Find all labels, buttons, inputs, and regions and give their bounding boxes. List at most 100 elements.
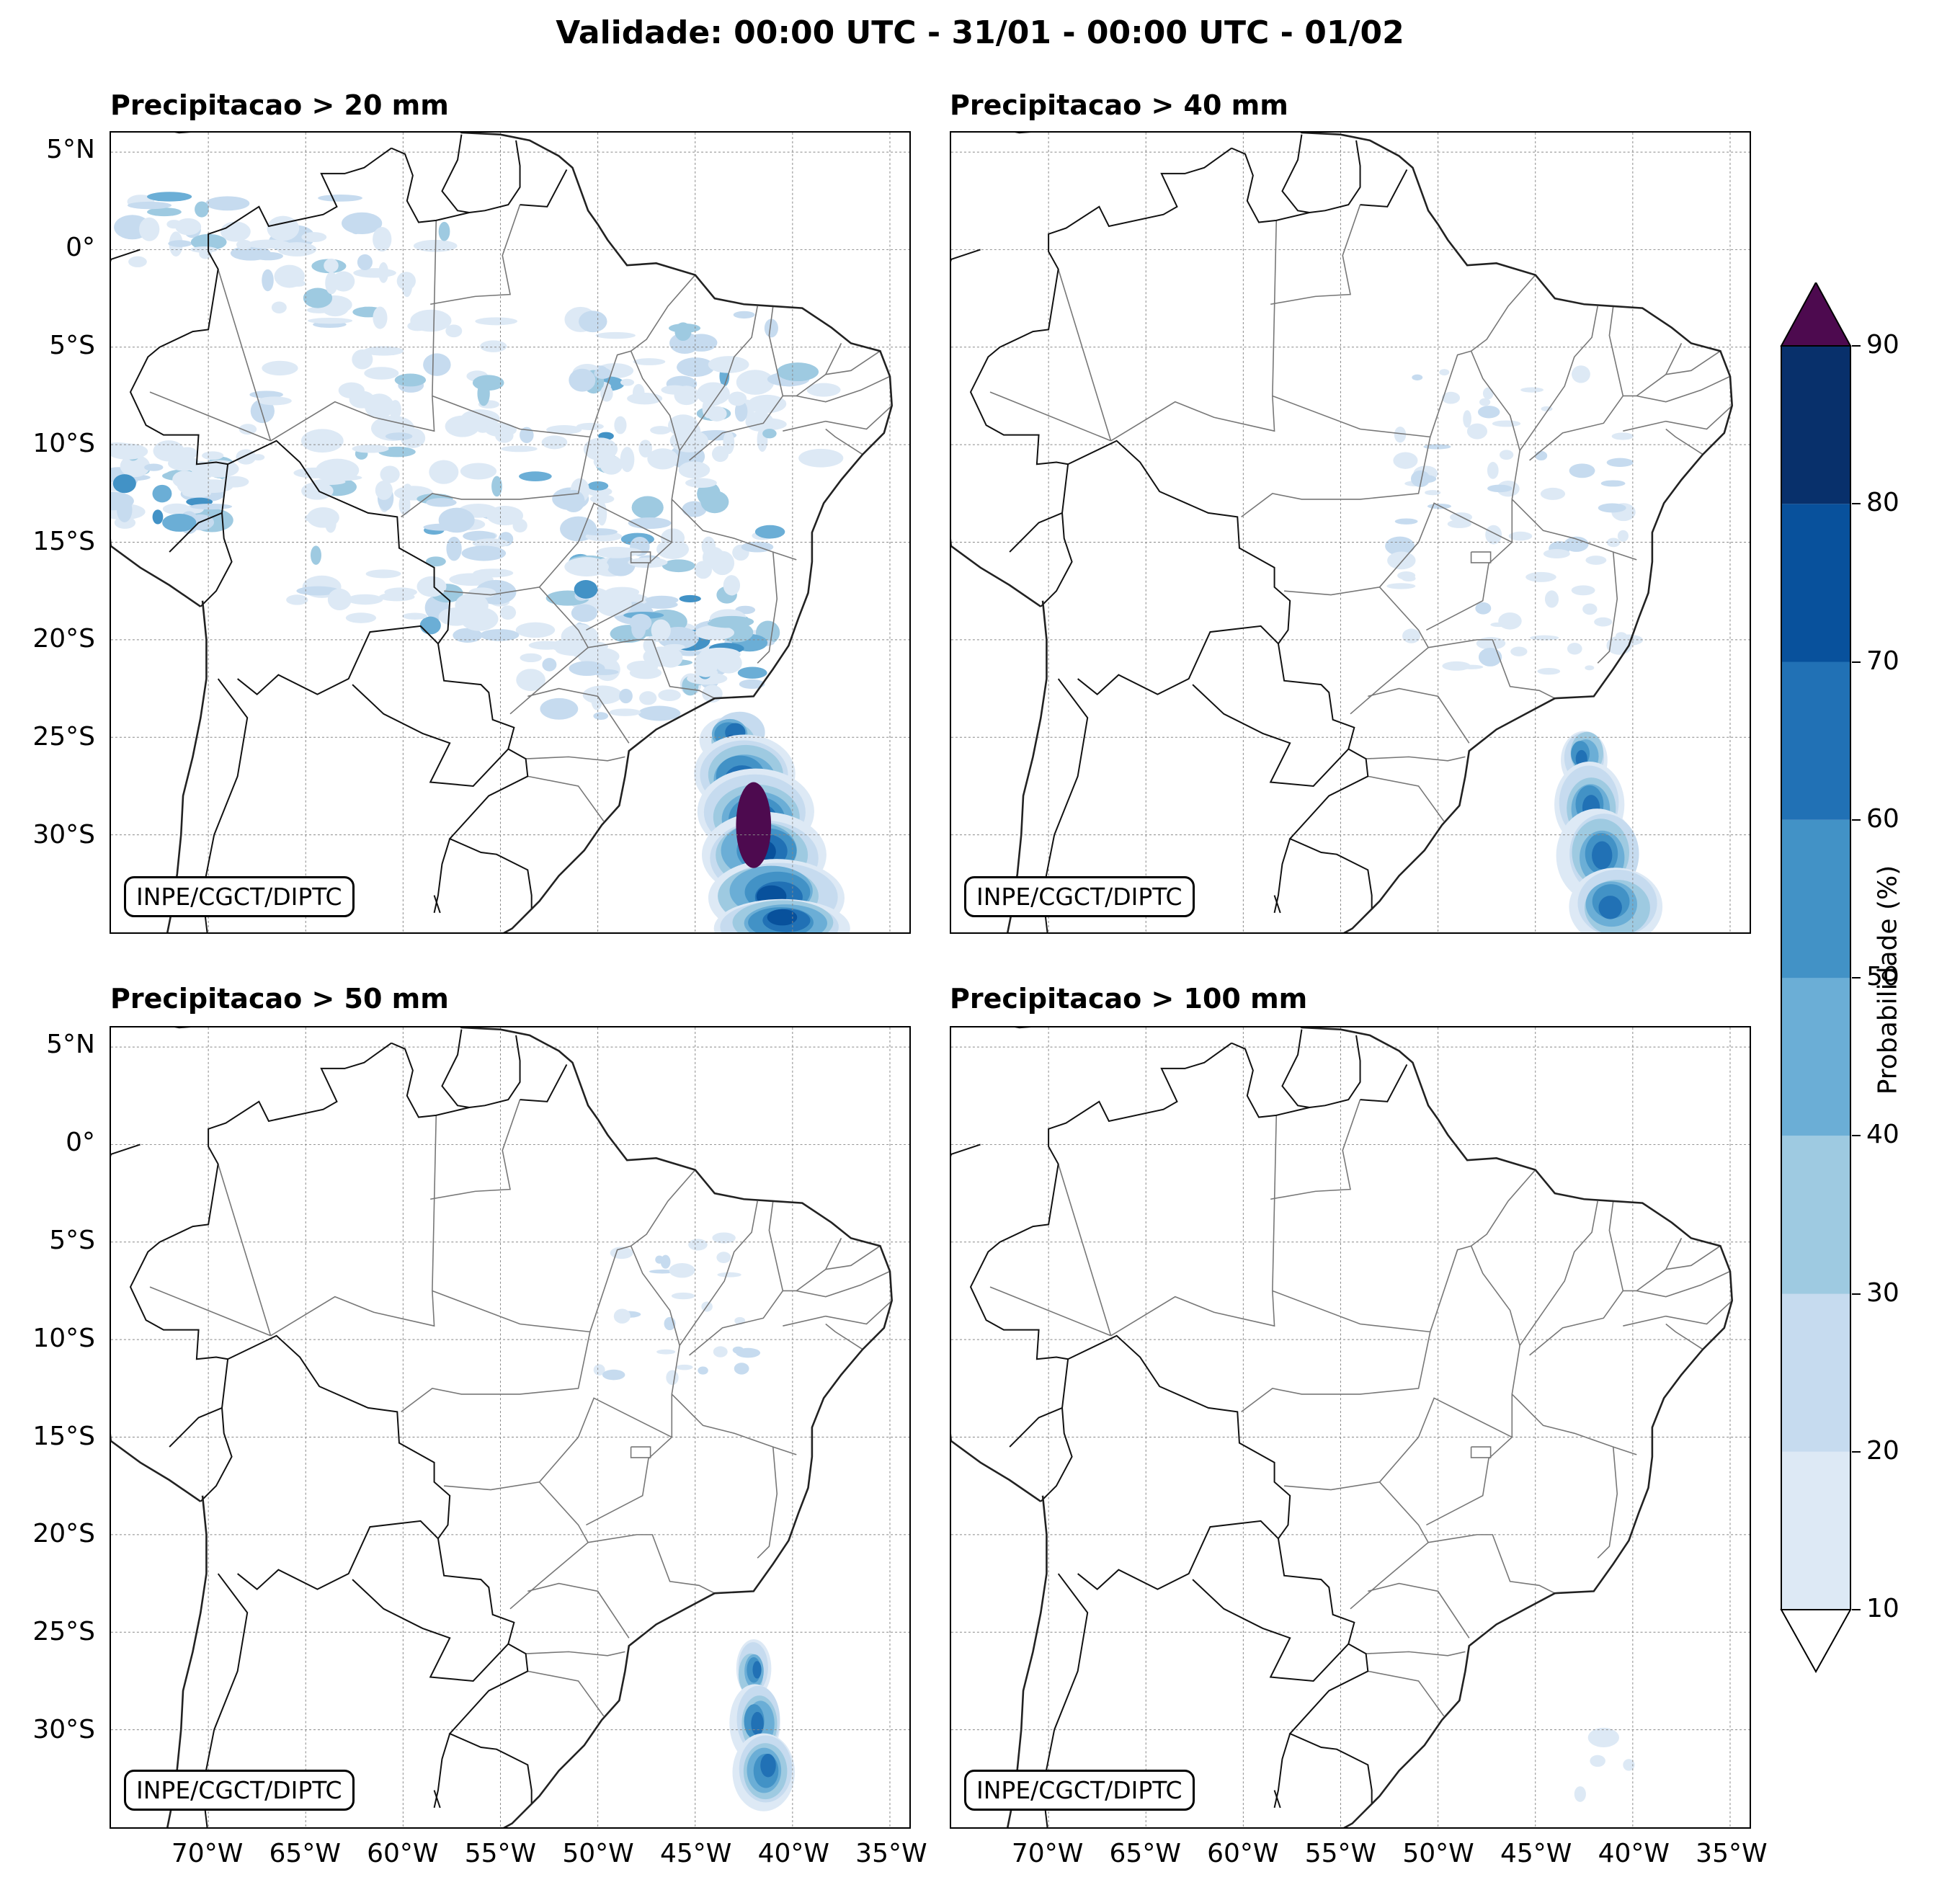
precip-cell bbox=[564, 557, 609, 577]
country-border bbox=[1273, 895, 1281, 914]
precip-cell bbox=[139, 217, 160, 241]
precip-cell bbox=[345, 612, 377, 623]
precip-cell bbox=[602, 1369, 625, 1381]
state-border bbox=[401, 1245, 631, 1413]
precip-cell bbox=[247, 239, 290, 249]
gridlines bbox=[111, 1027, 909, 1827]
country-border bbox=[441, 134, 470, 213]
precip-cell bbox=[365, 569, 401, 579]
precip-cell bbox=[620, 447, 635, 473]
precip-cell bbox=[639, 691, 657, 705]
precip-cell bbox=[363, 346, 404, 356]
precip-cell bbox=[353, 268, 396, 278]
precip-cell bbox=[1478, 648, 1502, 666]
precip-cell bbox=[595, 592, 632, 617]
precip-cell bbox=[1594, 617, 1613, 627]
colorbar-tick-mark bbox=[1852, 345, 1861, 347]
precip-cell bbox=[296, 586, 340, 596]
precip-cell bbox=[669, 429, 708, 452]
colorbar-segment bbox=[1781, 819, 1850, 978]
state-border bbox=[217, 269, 272, 441]
country-border bbox=[433, 838, 451, 914]
country-border bbox=[1360, 169, 1408, 208]
precip-cell bbox=[461, 545, 507, 561]
state-border bbox=[527, 687, 630, 744]
state-border bbox=[1378, 502, 1513, 631]
precip-cell bbox=[594, 367, 612, 379]
precip-cell bbox=[716, 1252, 731, 1264]
precip-cell bbox=[589, 669, 619, 675]
precip-cell bbox=[752, 1661, 762, 1679]
precip-cell bbox=[1487, 462, 1499, 479]
precip-cell bbox=[1425, 490, 1441, 496]
colorbar-under-arrow bbox=[1780, 1609, 1852, 1673]
coastline-segment bbox=[951, 1440, 1042, 1502]
state-border bbox=[783, 1300, 893, 1327]
state-border bbox=[525, 1651, 625, 1657]
precip-cell bbox=[419, 616, 441, 635]
precip-cell bbox=[438, 221, 450, 241]
precip-cell bbox=[519, 471, 552, 482]
colorbar-tick-label: 20 bbox=[1866, 1435, 1899, 1466]
precip-cell bbox=[593, 712, 609, 721]
precip-cell bbox=[614, 416, 627, 434]
precip-cell bbox=[754, 525, 785, 539]
precip-cell bbox=[649, 1269, 676, 1274]
colorbar-tick-label: 50 bbox=[1866, 962, 1899, 991]
precip-cell bbox=[1410, 470, 1430, 488]
colorbar-title: Probabilidade (%) bbox=[1873, 865, 1903, 1095]
precip-field bbox=[111, 192, 850, 932]
country-border bbox=[1192, 1579, 1350, 1682]
precip-cell bbox=[445, 415, 480, 437]
colorbar-tick-mark bbox=[1852, 977, 1861, 978]
map-svg-100mm bbox=[951, 1027, 1750, 1827]
precip-cell bbox=[546, 425, 582, 434]
precip-cell bbox=[737, 666, 767, 679]
precip-cell bbox=[760, 1753, 776, 1778]
state-border bbox=[401, 350, 631, 518]
precip-cell bbox=[473, 569, 514, 578]
state-border bbox=[1272, 1290, 1430, 1333]
precip-cell bbox=[626, 660, 659, 674]
country-borders bbox=[951, 1029, 1408, 1827]
country-border bbox=[1067, 440, 1373, 909]
precip-cell bbox=[327, 588, 352, 611]
precip-cell bbox=[455, 593, 489, 618]
precip-cell bbox=[1393, 452, 1418, 469]
precip-cell bbox=[501, 445, 538, 452]
precip-cell bbox=[620, 378, 635, 386]
precip-cell bbox=[540, 697, 579, 720]
colorbar-segment bbox=[1781, 346, 1850, 504]
precip-cell bbox=[236, 239, 252, 250]
state-border bbox=[689, 306, 784, 461]
state-border bbox=[1471, 1169, 1536, 1247]
coastline-segment bbox=[174, 133, 893, 932]
state-border bbox=[1366, 1651, 1466, 1657]
state-border bbox=[270, 1115, 437, 1337]
precip-cell bbox=[1499, 450, 1514, 460]
coastline-segment bbox=[111, 1440, 202, 1502]
precip-cell bbox=[645, 595, 679, 605]
country-border bbox=[1273, 838, 1291, 914]
precip-cell bbox=[401, 272, 413, 298]
precip-cell bbox=[144, 463, 164, 471]
precip-cell bbox=[717, 1272, 741, 1278]
precip-cell bbox=[708, 356, 749, 373]
state-border bbox=[525, 756, 625, 762]
map-panel-50mm bbox=[110, 1026, 911, 1829]
precip-cell bbox=[597, 501, 607, 526]
precip-cell bbox=[162, 513, 197, 532]
lon-tick-label: 70°W bbox=[1011, 1839, 1084, 1868]
country-border bbox=[433, 1733, 451, 1809]
lon-tick-label: 60°W bbox=[367, 1839, 439, 1868]
panel-title-40mm: Precipitacao > 40 mm bbox=[950, 89, 1288, 121]
precip-cell bbox=[596, 546, 638, 558]
precip-cell bbox=[593, 1364, 605, 1376]
precip-cell bbox=[1574, 1786, 1586, 1802]
country-border bbox=[1360, 1064, 1408, 1102]
precip-cell bbox=[1590, 1755, 1605, 1767]
precip-cell bbox=[591, 687, 603, 710]
precip-cell bbox=[736, 782, 772, 868]
precip-cell bbox=[520, 653, 542, 663]
precip-cell bbox=[1487, 484, 1513, 493]
